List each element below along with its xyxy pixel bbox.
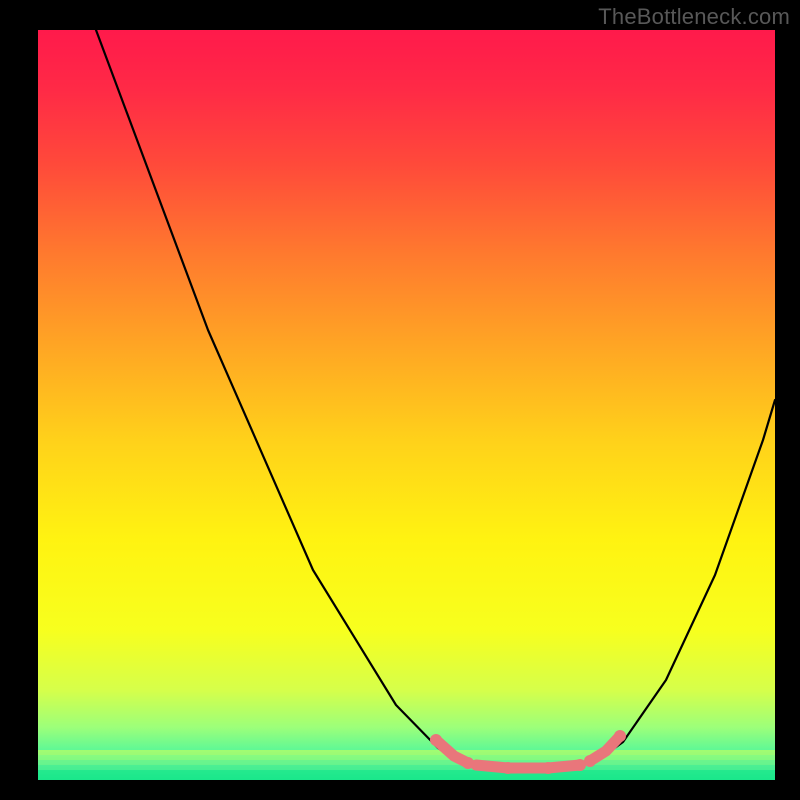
plot-area <box>38 30 775 780</box>
frame-border-bottom <box>0 780 800 800</box>
stage: TheBottleneck.com <box>0 0 800 800</box>
watermark-text: TheBottleneck.com <box>598 4 790 30</box>
frame-border-right <box>775 0 800 800</box>
green-band <box>38 750 775 780</box>
frame-border-left <box>0 0 38 800</box>
gradient-background <box>38 30 775 780</box>
chart-svg <box>38 30 775 780</box>
